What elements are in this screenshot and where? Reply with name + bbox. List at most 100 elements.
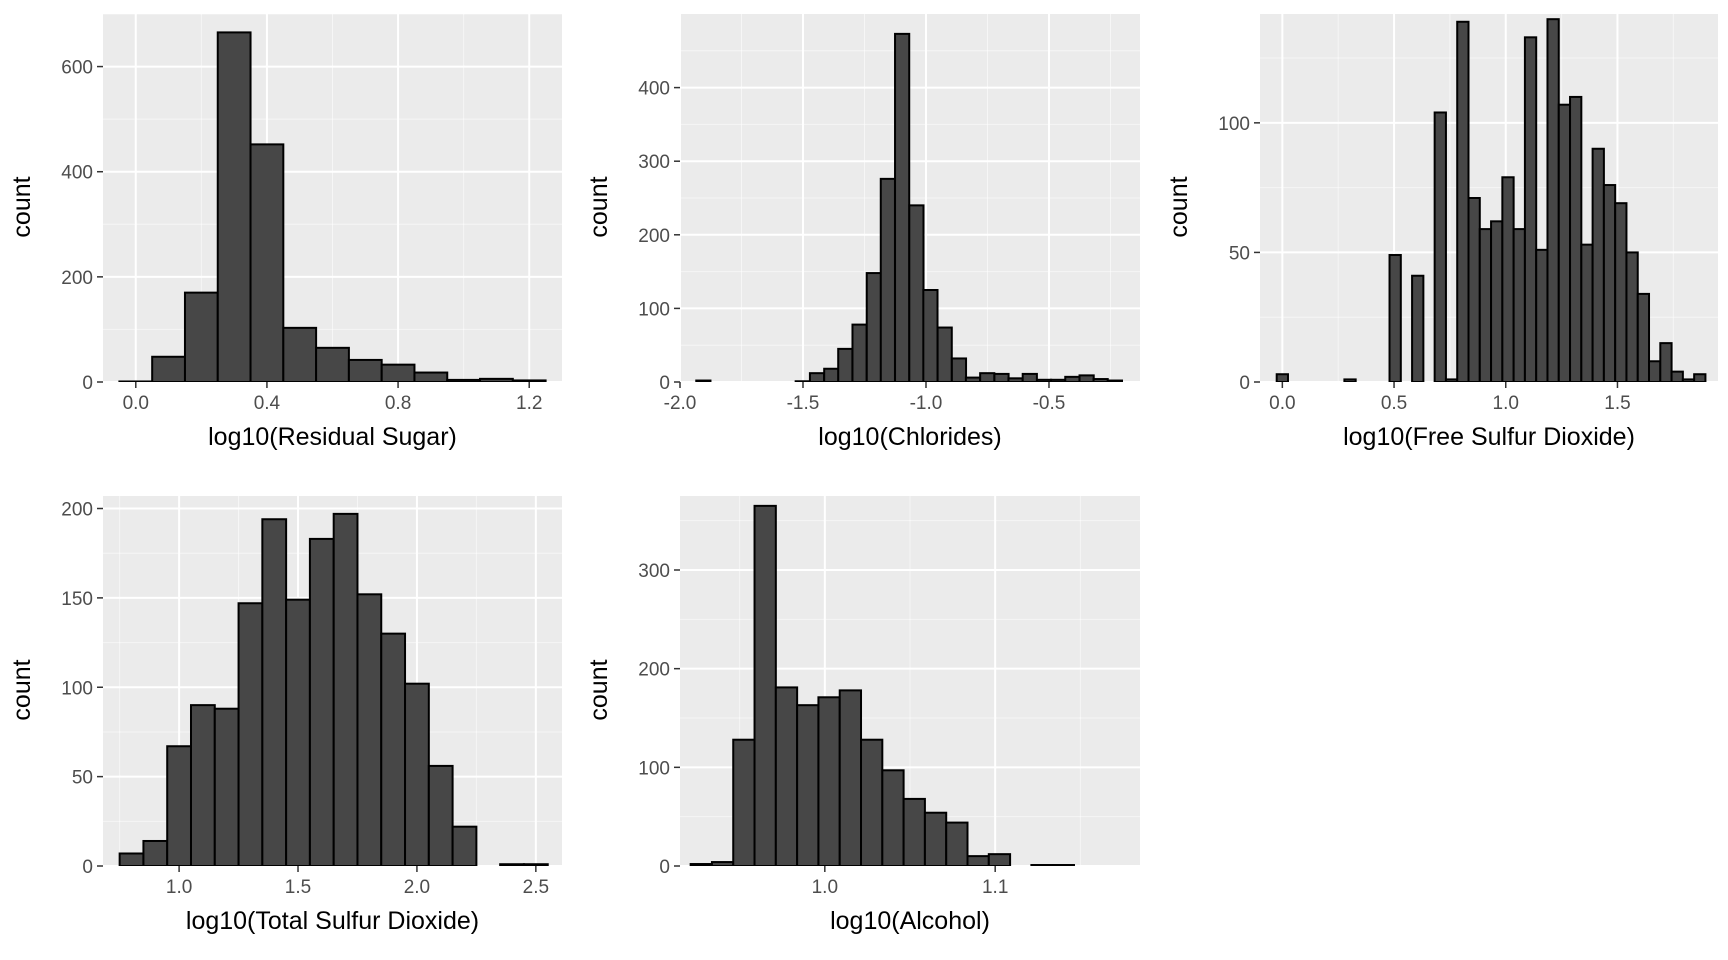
x-tick-label: 0.8: [385, 393, 411, 414]
histogram-panel-3: 0.0 0.5 1.0 1.5 0 50 100 log10(Free Sulfur Diox…: [1165, 14, 1718, 451]
y-tick-label: 0: [82, 857, 93, 878]
histogram-bar: [1580, 243, 1594, 382]
x-axis-title: log10(Total Sulfur Dioxide): [186, 907, 479, 935]
x-axis-title: log10(Free Sulfur Dioxide): [1343, 423, 1635, 451]
x-axis-title: log10(Residual Sugar): [208, 423, 457, 451]
histogram-bar: [860, 738, 884, 866]
histogram-bar: [427, 764, 454, 866]
histogram-bar: [1636, 292, 1651, 382]
histogram-bar: [710, 861, 735, 866]
histogram-bar: [1275, 373, 1289, 382]
histogram-bar: [902, 797, 926, 866]
y-tick-label: 50: [72, 768, 93, 789]
histogram-bar: [413, 371, 449, 382]
y-axis-title: count: [585, 659, 613, 720]
histogram-bar: [894, 32, 911, 382]
histogram-bar: [479, 377, 514, 382]
histogram-bar: [1021, 372, 1038, 382]
histogram-bar: [183, 291, 219, 382]
x-tick-label: 1.0: [1493, 393, 1519, 414]
histogram-bar: [695, 379, 712, 382]
histogram-bar: [332, 512, 359, 866]
histogram-panel-2: -2.0 -1.5 -1.0 -0.5 0 100 200 300 400 log10(Chlor…: [585, 14, 1140, 451]
histogram-bar: [1433, 111, 1447, 382]
histogram-bar: [817, 696, 841, 866]
histogram-bar: [964, 376, 982, 382]
histogram-bar: [249, 143, 285, 382]
x-tick-label: 0.0: [123, 393, 149, 414]
histogram-bar: [142, 839, 169, 866]
histogram-panel-5: 1.0 1.1 0 100 200 300 log10(Alcohol) count: [585, 496, 1140, 935]
y-tick-label: 600: [61, 58, 93, 79]
y-tick-label: 400: [638, 79, 670, 100]
histogram-bar: [285, 598, 311, 866]
histogram-bar: [446, 378, 482, 382]
y-tick-label: 150: [61, 589, 93, 610]
y-tick-label: 100: [1218, 114, 1250, 135]
histogram-bar: [823, 367, 840, 382]
histogram-bar: [1478, 228, 1493, 382]
y-tick-label: 100: [61, 678, 93, 699]
y-axis-title: count: [1165, 176, 1193, 237]
histogram-bar: [1648, 360, 1662, 382]
y-tick-label: 100: [638, 299, 670, 320]
histogram-bar: [261, 518, 288, 866]
histogram-bar: [945, 821, 969, 866]
histogram-bar: [1467, 197, 1481, 382]
histogram-bar: [1411, 274, 1425, 382]
histogram-bar: [216, 31, 252, 382]
histogram-bar: [1569, 95, 1583, 382]
histogram-bar: [380, 363, 416, 382]
x-tick-label: -0.5: [1033, 393, 1066, 414]
y-tick-label: 200: [61, 500, 93, 521]
y-axis-title: count: [8, 659, 36, 720]
histogram-panel-1: 0.0 0.4 0.8 1.2 0 200 400 600 log10(Residual Sug…: [8, 14, 562, 451]
y-tick-label: 400: [61, 163, 93, 184]
histogram-bar: [908, 204, 925, 382]
x-tick-label: 1.0: [812, 877, 838, 898]
gridlines: [103, 14, 562, 382]
y-tick-label: 300: [638, 152, 670, 173]
histogram-bar: [213, 707, 240, 866]
histogram-bar: [808, 372, 826, 382]
histogram-bar: [1659, 342, 1673, 382]
histogram-bar: [774, 686, 799, 866]
x-tick-label: 2.5: [523, 877, 549, 898]
histogram-bar: [987, 853, 1012, 866]
y-tick-label: 200: [638, 226, 670, 247]
histogram-bar: [1388, 254, 1402, 382]
histogram-bar: [1557, 103, 1572, 382]
histogram-bar: [1591, 147, 1605, 382]
histogram-bar: [1078, 374, 1095, 382]
histogram-bar: [1512, 228, 1526, 382]
histogram-bar: [936, 326, 953, 382]
histogram-bar: [166, 745, 192, 866]
y-tick-label: 0: [659, 857, 670, 878]
histogram-bar: [881, 769, 905, 866]
histogram-bar: [796, 704, 820, 866]
histogram-bar: [1456, 20, 1470, 382]
histogram-bars: [1275, 18, 1707, 382]
histogram-bar: [851, 323, 868, 382]
histogram-bar: [1501, 176, 1515, 382]
x-tick-label: 2.0: [404, 877, 430, 898]
histogram-bar: [1007, 377, 1024, 382]
histogram-bar: [1490, 220, 1504, 382]
histogram-bar: [1092, 378, 1109, 382]
histogram-bar: [315, 346, 350, 382]
histogram-panel-4: 1.0 1.5 2.0 2.5 0 50 100 150 200 log10(Total Sulf…: [8, 496, 562, 935]
x-tick-label: 0.4: [254, 393, 281, 414]
histogram-bar: [347, 358, 383, 382]
histogram-bar: [922, 289, 939, 382]
gridlines: [1260, 14, 1718, 382]
histogram-bar: [1681, 378, 1696, 382]
histogram-bar: [522, 863, 549, 866]
x-tick-label: 1.0: [166, 877, 192, 898]
x-axis-title: log10(Chlorides): [818, 423, 1001, 451]
histogram-bar: [1049, 378, 1067, 382]
x-tick-label: 1.2: [516, 393, 542, 414]
x-tick-label: -1.0: [910, 393, 943, 414]
histogram-bar: [356, 593, 383, 866]
histogram-bar: [838, 689, 863, 866]
